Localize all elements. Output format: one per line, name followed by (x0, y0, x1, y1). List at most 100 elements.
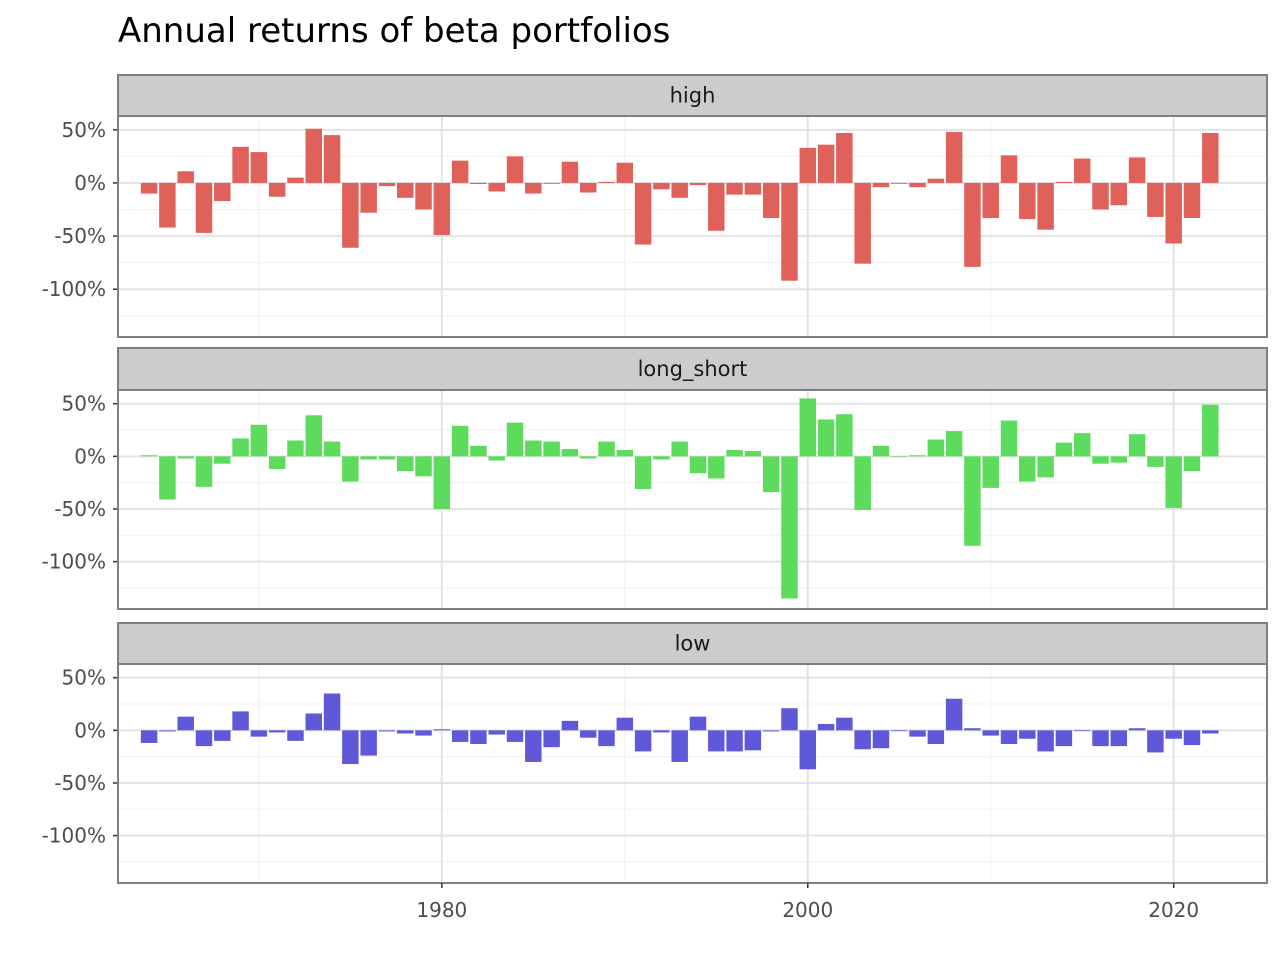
bar-high-1983 (488, 182, 505, 192)
bar-long_short-1977 (378, 456, 396, 460)
panel-background (118, 116, 1267, 337)
y-tick-label: 0% (74, 444, 106, 468)
bar-low-2013 (1037, 730, 1054, 752)
bar-high-2005 (891, 182, 908, 184)
bar-low-1999 (781, 708, 798, 731)
y-tick-label: -100% (42, 824, 106, 848)
panel-background (118, 664, 1267, 883)
bar-long_short-2000 (799, 398, 816, 457)
y-tick-label: 50% (62, 666, 106, 690)
bar-low-2008 (945, 698, 963, 731)
bar-high-1988 (579, 182, 597, 193)
bar-long_short-1966 (177, 456, 194, 459)
bar-long_short-1973 (305, 415, 323, 457)
bar-high-1976 (360, 182, 377, 213)
facet-panel-long_short: long_short -100% -50% 0% 50% (42, 347, 1268, 610)
x-axis: 1980 2000 2020 (416, 883, 1199, 922)
bar-low-2011 (1000, 730, 1018, 745)
bar-long_short-2002 (836, 414, 853, 457)
bar-high-1991 (634, 182, 652, 245)
bar-high-2010 (982, 182, 999, 218)
facet-panel-high: high -100% -50% 0% 50% (42, 74, 1268, 338)
bar-low-1975 (342, 730, 359, 765)
bar-long_short-1981 (451, 425, 469, 457)
bar-low-1967 (195, 730, 213, 747)
bar-long_short-2008 (945, 431, 963, 457)
y-tick-label: 50% (62, 118, 106, 142)
bar-low-1992 (653, 730, 670, 733)
x-tick-label: 2020 (1148, 898, 1199, 922)
bar-high-1965 (159, 182, 176, 228)
bar-high-1985 (525, 182, 542, 194)
bar-low-2003 (854, 730, 871, 750)
bar-long_short-1992 (653, 456, 670, 460)
bar-high-2020 (1165, 182, 1182, 244)
bar-low-1985 (525, 730, 542, 762)
bar-low-2015 (1073, 730, 1091, 732)
bar-high-1980 (433, 182, 451, 235)
bar-low-1972 (287, 730, 304, 741)
bar-low-2021 (1183, 730, 1201, 746)
bar-long_short-1999 (781, 456, 798, 599)
bar-high-1994 (689, 182, 707, 186)
bar-low-2010 (982, 730, 999, 736)
bar-low-1969 (232, 711, 249, 731)
bar-high-2000 (799, 147, 816, 183)
bar-long_short-1989 (598, 441, 615, 457)
bar-high-2013 (1037, 182, 1054, 230)
bar-low-2007 (927, 730, 945, 745)
bar-high-1984 (506, 156, 524, 183)
bar-low-2022 (1202, 730, 1219, 734)
bar-long_short-2019 (1147, 456, 1164, 467)
bar-long_short-2005 (891, 456, 908, 458)
bar-low-1976 (360, 730, 377, 756)
bar-low-1988 (579, 730, 597, 738)
bar-long_short-2020 (1165, 456, 1182, 508)
x-tick-label: 2000 (782, 898, 833, 922)
bar-long_short-2009 (964, 456, 981, 546)
bar-long_short-2016 (1092, 456, 1109, 464)
bar-high-1995 (708, 182, 725, 231)
bar-long_short-1990 (616, 450, 634, 457)
bar-high-1982 (470, 182, 487, 184)
bar-low-1990 (616, 717, 634, 731)
bar-low-1987 (561, 720, 579, 731)
bar-long_short-2010 (982, 456, 999, 488)
bar-low-1998 (762, 730, 780, 732)
bar-high-1992 (653, 182, 670, 190)
bar-high-2009 (964, 182, 981, 267)
bar-long_short-1984 (506, 422, 524, 457)
bar-high-1997 (744, 182, 762, 195)
bar-long_short-2014 (1055, 442, 1073, 457)
facet-strip (117, 622, 1268, 665)
bar-low-1980 (433, 729, 451, 731)
bar-low-1984 (506, 730, 524, 742)
bar-long_short-1970 (250, 424, 268, 457)
bar-low-2005 (891, 730, 908, 732)
bar-high-2011 (1000, 155, 1018, 183)
bar-high-2008 (945, 131, 963, 183)
facet-panels: high -100% -50% 0% 50% long_short -100% -50% 0% 5… (42, 74, 1268, 884)
panel-border (117, 663, 1268, 884)
bar-high-1970 (250, 152, 268, 183)
bar-long_short-1978 (397, 456, 414, 472)
bar-low-1996 (726, 730, 743, 752)
bar-low-2002 (836, 717, 853, 731)
y-tick-label: -50% (54, 497, 106, 521)
facet-strip-label: high (670, 84, 716, 108)
bar-low-1973 (305, 713, 323, 731)
bar-low-1982 (470, 730, 487, 745)
bar-low-2018 (1128, 728, 1146, 731)
bar-long_short-1985 (525, 440, 542, 457)
y-tick-label: -50% (54, 224, 106, 248)
bar-long_short-1997 (744, 451, 762, 457)
bar-high-2001 (817, 144, 835, 183)
facet-strip (117, 74, 1268, 117)
bar-high-1964 (140, 182, 158, 194)
bar-long_short-1983 (488, 456, 505, 461)
bar-high-1986 (543, 182, 560, 184)
bar-high-2006 (909, 182, 926, 188)
bar-long_short-2006 (909, 455, 926, 457)
bar-high-1979 (415, 182, 432, 210)
bar-low-2016 (1092, 730, 1109, 747)
